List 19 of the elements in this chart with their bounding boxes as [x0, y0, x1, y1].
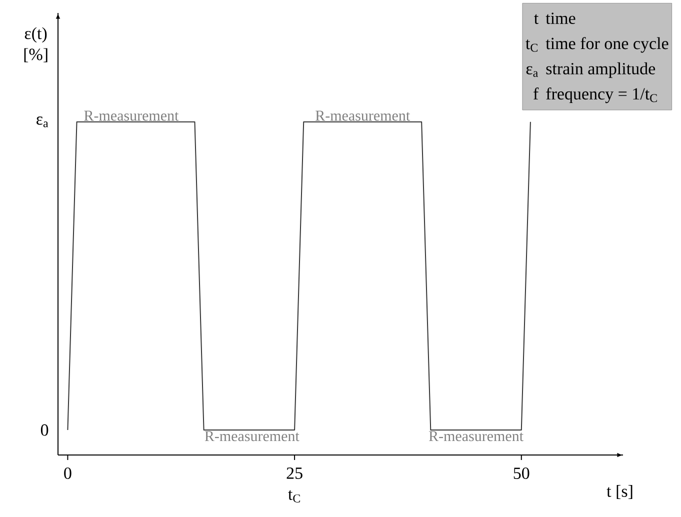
- y-axis-title: ε(t) [%]: [24, 27, 48, 62]
- x-tick-label: 50: [514, 468, 530, 479]
- text: time: [546, 12, 576, 24]
- text: 0: [40, 424, 48, 436]
- annotation: R-measurement: [84, 110, 179, 121]
- text: ε$_{a}$: [36, 116, 48, 128]
- text: frequency = 1/t$_{C}$: [546, 87, 657, 104]
- text: ε$_{a}$: [526, 66, 538, 77]
- text: t: [534, 14, 539, 24]
- text: f: [533, 87, 539, 100]
- annotation: R-measurement: [316, 110, 410, 121]
- text: strain amplitude: [546, 62, 656, 78]
- text: t$_{C}$: [526, 39, 538, 52]
- x-axis-title: t [s]: [606, 484, 632, 500]
- x-tick-label: 25 t$_{C}$: [286, 468, 302, 502]
- annotation: R-measurement: [428, 431, 524, 442]
- annotation: R-measurement: [204, 431, 300, 442]
- text: time for one cycle: [546, 37, 668, 53]
- x-tick-label: 0: [64, 468, 72, 479]
